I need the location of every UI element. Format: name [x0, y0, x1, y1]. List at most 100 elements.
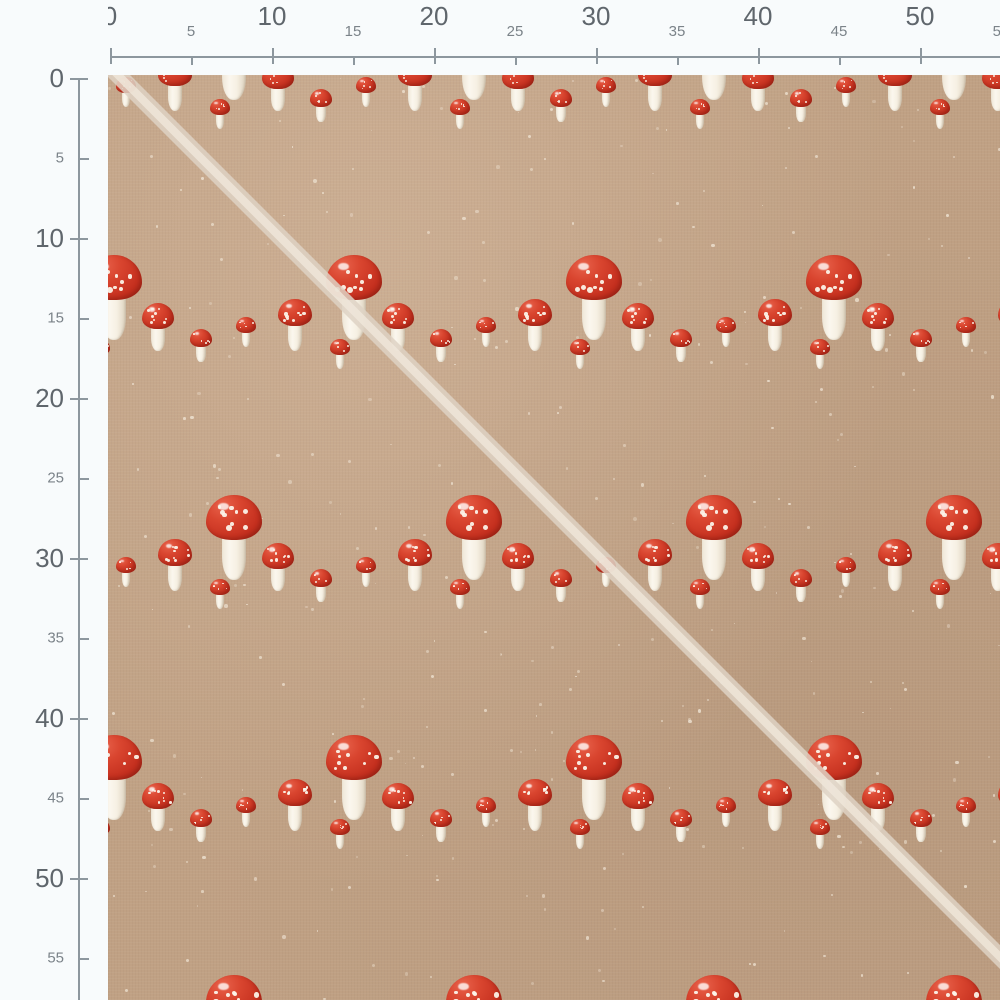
mushroom-cap	[330, 339, 350, 355]
cap-spot	[842, 87, 844, 90]
mushroom-cap	[326, 735, 382, 780]
cap-spot	[359, 286, 364, 291]
cap-gloss	[120, 559, 125, 563]
cap-spot	[394, 789, 397, 792]
mushroom-cap	[622, 303, 654, 329]
mushroom-cap	[236, 317, 256, 333]
cap-spot	[426, 553, 431, 558]
cap-spot	[388, 791, 391, 794]
cap-spot	[347, 344, 350, 347]
cap-spot	[462, 105, 465, 108]
cap-spot	[169, 801, 172, 804]
cap-spot	[333, 767, 338, 771]
cap-spot	[850, 80, 853, 82]
mushroom	[142, 303, 174, 361]
mushroom-cap	[926, 975, 982, 1000]
cap-spot	[486, 802, 488, 804]
cap-spot	[725, 325, 727, 327]
cap-gloss	[334, 821, 339, 825]
cap-spot	[815, 287, 821, 293]
cap-spot	[845, 567, 848, 570]
cap-spot	[833, 285, 838, 290]
cap-spot	[302, 311, 306, 315]
mushroom	[878, 75, 912, 121]
cap-spot	[642, 791, 645, 794]
cap-spot	[877, 307, 880, 310]
mushroom	[142, 783, 174, 841]
h-tick-20	[434, 48, 436, 64]
cap-spot	[509, 77, 512, 80]
cap-spot	[633, 318, 636, 322]
mushroom-cap	[836, 557, 856, 573]
mushroom-cap	[310, 89, 332, 107]
cap-spot	[242, 509, 248, 515]
h-tick-35	[677, 56, 679, 65]
vertical-ruler[interactable]: 0 5 10 15 20 25 30 35 40 45 50 55	[0, 0, 108, 1000]
cap-spot	[693, 998, 700, 1000]
mushroom	[670, 809, 692, 849]
mushroom-cap	[108, 819, 110, 835]
mushroom-cap	[108, 735, 142, 780]
mushroom-cap	[108, 255, 142, 300]
cap-spot	[573, 767, 578, 771]
mushroom-cap	[330, 819, 350, 835]
mushroom	[430, 329, 452, 369]
cap-spot	[752, 549, 755, 551]
h-tick-label-15: 15	[344, 23, 362, 40]
mushroom-cap	[518, 779, 552, 807]
v-tick-40	[70, 718, 88, 720]
cap-spot	[186, 553, 191, 558]
cap-spot	[187, 549, 190, 552]
cap-gloss	[960, 799, 965, 803]
cap-spot	[471, 991, 476, 996]
cap-spot	[642, 797, 645, 799]
cap-spot	[525, 316, 529, 320]
v-tick-35	[78, 638, 89, 640]
cap-spot	[157, 790, 160, 793]
cap-spot	[360, 561, 362, 564]
cap-spot	[283, 561, 285, 563]
mushroom	[790, 569, 812, 609]
cap-spot	[303, 306, 306, 309]
cap-spot	[120, 279, 124, 284]
cap-spot	[558, 92, 561, 95]
cap-spot	[840, 561, 842, 564]
cap-spot	[913, 333, 915, 335]
cap-spot	[752, 75, 755, 77]
mushroom	[446, 975, 502, 1000]
cap-spot	[754, 552, 758, 556]
cap-spot	[762, 555, 765, 558]
cap-spot	[654, 545, 658, 550]
cap-spot	[994, 552, 998, 556]
cap-spot	[274, 552, 278, 556]
cap-spot	[585, 822, 588, 825]
cap-spot	[335, 342, 337, 345]
cap-spot	[581, 284, 587, 290]
cap-spot	[325, 580, 328, 583]
cap-spot	[602, 85, 605, 87]
cap-spot	[920, 340, 923, 343]
cap-spot	[609, 561, 612, 563]
cap-spot	[966, 802, 968, 804]
cap-spot	[120, 561, 122, 564]
mushroom-cap	[206, 495, 262, 540]
cap-spot	[271, 82, 274, 85]
fabric-swatch[interactable]	[108, 75, 1000, 1000]
cap-spot	[251, 321, 254, 324]
cap-spot	[695, 107, 697, 110]
cap-spot	[693, 585, 695, 588]
mushroom-cap	[398, 75, 432, 87]
cap-spot	[509, 558, 513, 562]
cap-spot	[272, 75, 275, 77]
mushroom-cap	[142, 783, 174, 809]
cap-spot	[877, 790, 880, 793]
cap-spot	[594, 274, 599, 278]
cap-spot	[162, 75, 166, 76]
cap-spot	[849, 561, 852, 563]
cap-spot	[731, 321, 734, 324]
cap-spot	[889, 801, 892, 804]
mushroom-cap	[550, 89, 572, 107]
mushroom	[670, 329, 692, 369]
